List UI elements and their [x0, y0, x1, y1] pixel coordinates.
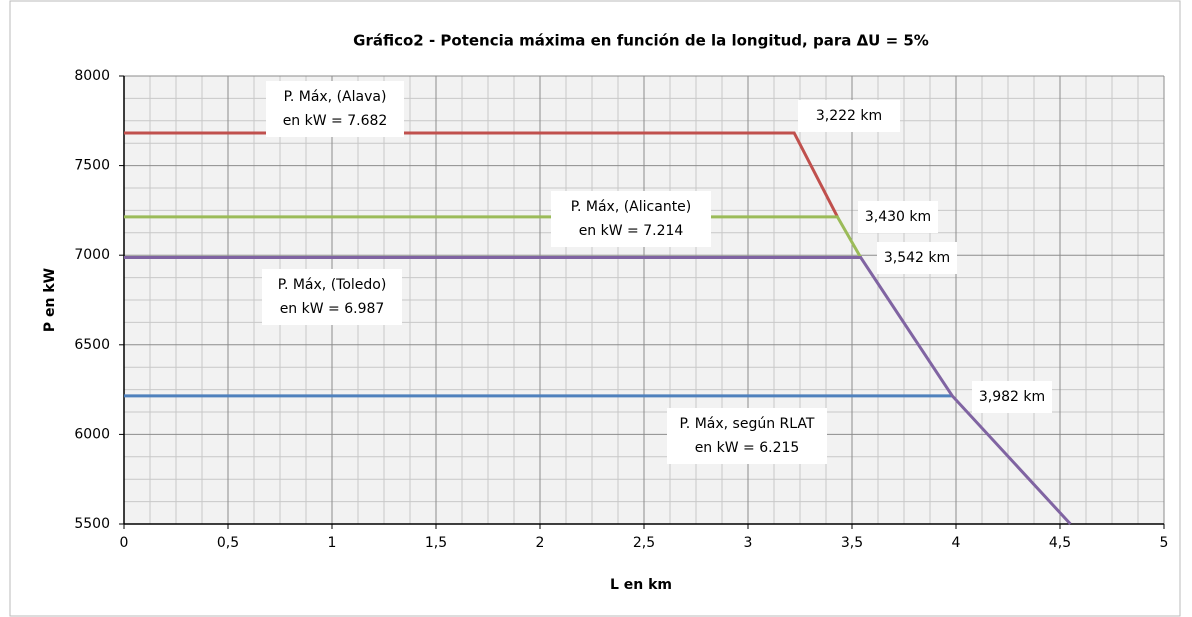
x-tick-label: 4: [952, 535, 961, 551]
x-tick-label: 5: [1160, 535, 1169, 551]
series-line: [124, 215, 863, 259]
y-tick-label: 7500: [74, 158, 110, 174]
annotation-text: 3,222 km: [816, 108, 882, 124]
annotation-box: [262, 269, 402, 325]
annotation-box: [551, 191, 711, 247]
x-tick-label: 2: [536, 535, 545, 551]
annotation-text: 3,430 km: [865, 209, 931, 225]
annotation-text: P. Máx, (Alava): [284, 89, 387, 105]
annotation-text: en kW = 7.214: [579, 223, 684, 239]
y-tick-label: 7000: [74, 247, 110, 263]
annotation-box: [667, 408, 827, 464]
annotation-box: [972, 381, 1052, 413]
annotation-box: [858, 201, 938, 233]
x-tick-label: 0: [120, 535, 129, 551]
y-tick-label: 8000: [74, 68, 110, 84]
annotation-text: P. Máx, (Alicante): [571, 199, 692, 215]
annotation-box: [266, 81, 404, 137]
annotation-text: 3,982 km: [979, 389, 1045, 405]
x-tick-label: 2,5: [633, 535, 655, 551]
annotation-text: en kW = 6.215: [695, 440, 800, 456]
annotation-text: P. Máx, (Toledo): [278, 277, 387, 293]
chart-title: Gráfico2 - Potencia máxima en función de…: [353, 32, 929, 50]
annotation-text: en kW = 6.987: [280, 301, 385, 317]
x-tick-label: 0,5: [217, 535, 239, 551]
x-tick-label: 3,5: [841, 535, 863, 551]
x-tick-label: 1,5: [425, 535, 447, 551]
annotation-box: [798, 100, 900, 132]
y-tick-label: 6500: [74, 337, 110, 353]
annotation-text: P. Máx, según RLAT: [680, 416, 815, 432]
series-line: [124, 256, 1072, 526]
y-tick-label: 6000: [74, 426, 110, 442]
annotation-text: en kW = 7.682: [283, 113, 388, 129]
y-axis-label: P en kW: [42, 268, 58, 332]
x-tick-label: 3: [744, 535, 753, 551]
x-axis-label: L en km: [610, 577, 672, 593]
annotation-box: [877, 242, 957, 274]
annotation-text: 3,542 km: [884, 250, 950, 266]
x-tick-label: 1: [328, 535, 337, 551]
x-tick-label: 4,5: [1049, 535, 1071, 551]
y-tick-label: 5500: [74, 516, 110, 532]
